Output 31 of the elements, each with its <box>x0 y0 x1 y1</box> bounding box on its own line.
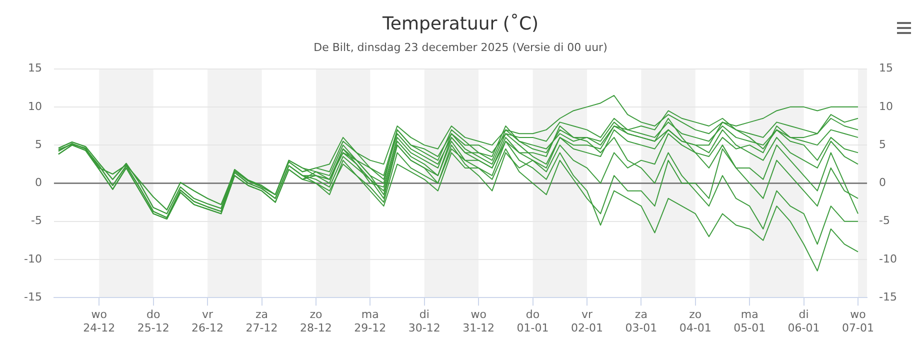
y2-tick-label: 10 <box>879 100 894 113</box>
x-tick-label: do 25-12 <box>137 308 170 334</box>
x-tick-label: wo 31-12 <box>462 308 495 334</box>
x-tick-label: ma 05-01 <box>734 308 766 334</box>
y-tick-label: 0 <box>34 176 42 190</box>
x-tick-label: zo 04-01 <box>679 308 712 334</box>
x-tick-label: za 03-01 <box>625 308 658 334</box>
chart-subtitle: De Bilt, dinsdag 23 december 2025 (Versie di 00 uur) <box>314 41 608 54</box>
y-tick-label: 15 <box>28 62 42 75</box>
x-tick-label: vr 02-01 <box>570 308 603 334</box>
y-tick-label: -5 <box>31 214 42 228</box>
x-tick-label: wo 07-01 <box>842 308 874 334</box>
x-tick-label: di 30-12 <box>408 308 440 334</box>
y2-tick-label: -5 <box>879 214 890 228</box>
y-tick-label: -15 <box>24 290 42 304</box>
y2-tick-label: 0 <box>879 176 886 190</box>
y2-tick-label: -15 <box>879 290 897 304</box>
x-tick-label: zo 28-12 <box>300 308 332 334</box>
x-tick-label: do 01-01 <box>516 308 549 334</box>
y-tick-label: 10 <box>28 100 42 113</box>
x-tick-label: ma 29-12 <box>354 308 386 334</box>
y-tick-label: 5 <box>34 138 42 151</box>
chart-title: Temperatuur (˚C) <box>381 13 539 34</box>
y-tick-label: -10 <box>24 252 42 266</box>
y2-tick-label: -10 <box>879 252 897 266</box>
y2-tick-label: 15 <box>879 62 894 75</box>
x-tick-label: wo 24-12 <box>83 308 116 334</box>
y2-tick-label: 5 <box>879 138 886 151</box>
x-tick-label: za 27-12 <box>246 308 278 334</box>
x-tick-label: vr 26-12 <box>192 308 224 334</box>
x-tick-label: di 06-01 <box>788 308 820 334</box>
